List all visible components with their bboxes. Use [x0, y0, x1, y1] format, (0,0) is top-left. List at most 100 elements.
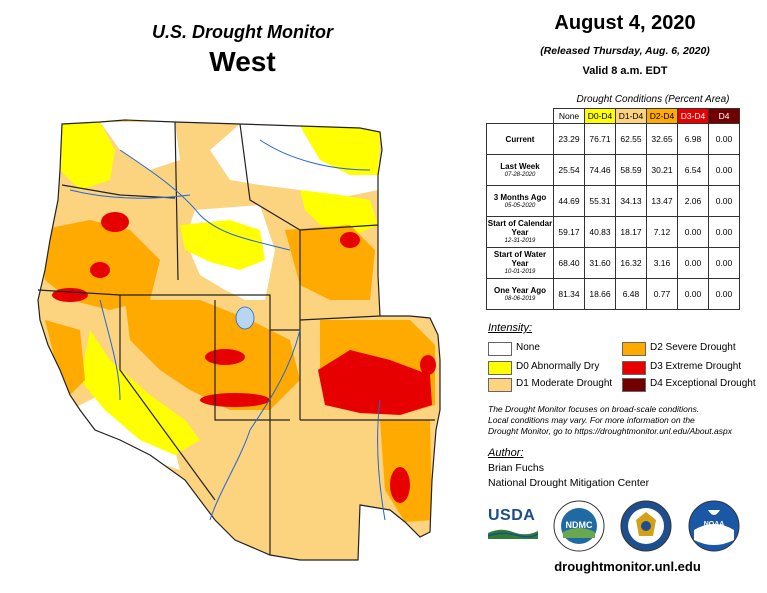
table-cell: 0.00: [708, 123, 740, 155]
row-label-date: 07-28-2020: [504, 171, 536, 178]
table-row: One Year Ago 08-06-2019 81.34 18.66 6.48 0.77…: [486, 278, 740, 310]
table-row: Last Week 07-28-2020 25.54 74.46 58.59 30.21 6…: [486, 154, 740, 186]
table-cell: 7.12: [646, 216, 678, 248]
row-label-date: 08-06-2019: [504, 295, 536, 302]
table-cell: 16.32: [615, 247, 647, 279]
d3-area-az: [200, 393, 270, 407]
usdc-seal-icon: [620, 500, 672, 552]
d0-area-idaho: [180, 220, 265, 270]
state-borders: [37, 119, 441, 561]
legend-item-d4: D4 Exceptional Drought: [622, 378, 762, 392]
rivers: [69, 139, 386, 521]
nv-az-border: [214, 300, 290, 421]
legend-label: D2 Severe Drought: [650, 342, 736, 353]
row-label-text: Current: [505, 134, 535, 144]
row-label-text: 3 Months Ago: [493, 192, 547, 202]
table-row: Start of Calendar Year 12-31-2019 59.17 40.…: [486, 216, 740, 248]
table-cell: 62.55: [615, 123, 647, 155]
mt-border: [239, 123, 379, 231]
legend-swatch: [622, 378, 646, 392]
row-label: 3 Months Ago 05-05-2020: [486, 185, 554, 217]
table-cell: 0.00: [677, 278, 709, 310]
table-cell: 6.54: [677, 154, 709, 186]
d3-area-or-1: [101, 212, 129, 232]
legend-swatch: [488, 378, 512, 392]
table-cell: 25.54: [553, 154, 585, 186]
valid-time: Valid 8 a.m. EDT: [582, 65, 668, 77]
legend-label: None: [516, 342, 540, 353]
table-cell: 0.00: [708, 185, 740, 217]
table-row: Current 23.29 76.71 62.55 32.65 6.98 0.00: [486, 123, 740, 155]
d3-area-wy: [340, 232, 360, 248]
col-d1-d4: D1-D4: [615, 108, 647, 124]
table-cell: 74.46: [584, 154, 616, 186]
legend-label: D4 Exceptional Drought: [650, 378, 756, 389]
d0-area-nmt: [300, 126, 380, 175]
table-cell: 55.31: [584, 185, 616, 217]
table-cell: 30.21: [646, 154, 678, 186]
table-cell: 0.00: [708, 154, 740, 186]
idaho-west-border: [174, 121, 179, 281]
table-row: 3 Months Ago 05-05-2020 44.69 55.31 34.13 13.…: [486, 185, 740, 217]
legend-swatch: [488, 342, 512, 356]
table-cell: 18.66: [584, 278, 616, 310]
d3-area-or-3: [52, 288, 88, 302]
row-label-date: 12-31-2019: [504, 238, 536, 244]
d3-area-co: [318, 350, 432, 415]
legend-swatch: [622, 342, 646, 356]
col-none: None: [553, 108, 585, 124]
region-title: West: [209, 46, 276, 77]
row-label: Start of Calendar Year 12-31-2019: [486, 216, 554, 248]
row-label-date: 10-01-2019: [504, 269, 536, 275]
d2-area-cal: [45, 320, 85, 395]
row-label: Current: [486, 123, 554, 155]
d3-area-nm: [390, 467, 410, 503]
legend-item-d3: D3 Extreme Drought: [622, 361, 752, 375]
col-d2-d4: D2-D4: [646, 108, 678, 124]
table-cell: 0.00: [677, 216, 709, 248]
table-header-row: None D0-D4 D1-D4 D2-D4 D3-D4 D4: [487, 108, 740, 124]
usda-logo-text: USDA: [488, 507, 536, 524]
legend-item-d1: D1 Moderate Drought: [488, 378, 618, 392]
table-cell: 2.06: [677, 185, 709, 217]
website-url[interactable]: droughtmonitor.unl.edu: [554, 559, 701, 574]
ca-nv-border: [119, 295, 216, 501]
table-cell: 18.17: [615, 216, 647, 248]
table-cell: 6.98: [677, 123, 709, 155]
table-cell: 31.60: [584, 247, 616, 279]
ndmc-logo-text: NDMC: [566, 520, 593, 530]
table-cell: 76.71: [584, 123, 616, 155]
legend-swatch: [488, 361, 512, 375]
table-cell: 13.47: [646, 185, 678, 217]
d0-area-wy: [300, 190, 378, 235]
author-heading: Author:: [488, 447, 524, 459]
wy-co-border: [299, 315, 381, 321]
table-cell: 23.29: [553, 123, 585, 155]
snake-river: [119, 149, 291, 251]
disclaimer-note: The Drought Monitor focuses on broad-sca…: [488, 404, 758, 437]
product-title: U.S. Drought Monitor: [152, 22, 333, 42]
row-label-text: Last Week: [500, 161, 540, 171]
sacramento-river: [99, 299, 121, 401]
usda-logo: USDA: [487, 507, 539, 545]
map-date: August 4, 2020: [554, 12, 696, 34]
row-label-date: 05-05-2020: [504, 202, 536, 209]
d3-area-ut: [205, 349, 245, 365]
table-row: Start of Water Year 10-01-2019 68.40 31.60 1…: [486, 247, 740, 279]
legend-label: D0 Abnormally Dry: [516, 361, 600, 372]
note-line: Drought Monitor, go to https://droughtmo…: [488, 426, 732, 436]
table-caption: Drought Conditions (Percent Area): [576, 94, 730, 105]
west-outline: [37, 119, 441, 561]
drought-areas: [38, 120, 440, 560]
table-cell: 68.40: [553, 247, 585, 279]
table-cell: 0.00: [708, 216, 740, 248]
usda-hills-icon: [487, 529, 539, 539]
row-label-text: Start of Calendar Year: [487, 219, 553, 237]
col-d0-d4: D0-D4: [584, 108, 616, 124]
noaa-logo: NOAA: [688, 500, 740, 552]
legend-label: D3 Extreme Drought: [650, 361, 742, 372]
note-line: The Drought Monitor focuses on broad-sca…: [488, 404, 700, 414]
table-cell: 81.34: [553, 278, 585, 310]
table-cell: 6.48: [615, 278, 647, 310]
drought-map: [37, 119, 441, 561]
